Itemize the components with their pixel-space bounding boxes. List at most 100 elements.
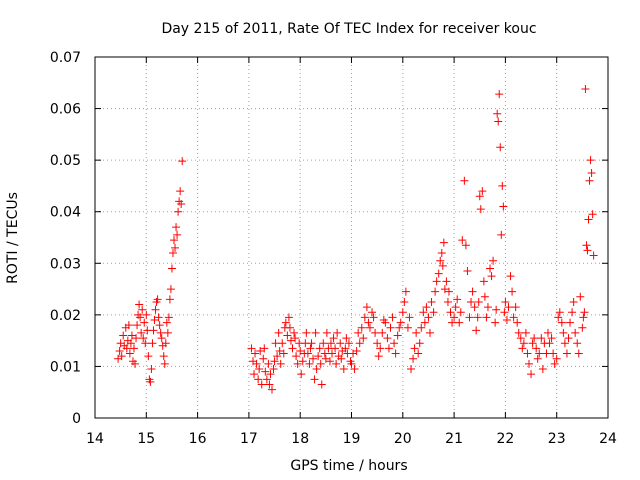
x-tick-label: 22	[496, 431, 514, 447]
data-point	[509, 313, 518, 322]
data-point	[266, 370, 275, 379]
data-point	[326, 339, 335, 348]
data-point	[571, 328, 580, 337]
data-point	[350, 365, 359, 374]
data-point	[306, 344, 315, 353]
data-point	[504, 303, 513, 312]
data-point	[302, 328, 311, 337]
data-point	[530, 334, 539, 343]
data-point	[342, 334, 351, 343]
data-point	[506, 272, 515, 281]
data-point	[257, 380, 266, 389]
data-point	[508, 287, 517, 296]
data-point	[409, 354, 418, 363]
data-point	[250, 370, 259, 379]
data-point	[146, 377, 155, 386]
x-tick-label: 23	[548, 431, 566, 447]
y-tick-label: 0.02	[50, 308, 81, 324]
data-point	[328, 349, 337, 358]
data-point	[460, 176, 469, 185]
data-point	[273, 352, 282, 361]
data-point	[176, 187, 185, 196]
data-point	[285, 323, 294, 332]
data-point	[535, 349, 544, 358]
data-point	[545, 339, 554, 348]
data-point	[274, 328, 283, 337]
data-point	[256, 346, 265, 355]
data-point	[574, 349, 583, 358]
data-point	[173, 230, 182, 239]
data-point	[138, 305, 147, 314]
data-point	[516, 334, 525, 343]
data-point	[568, 308, 577, 317]
data-point	[585, 176, 594, 185]
data-point	[543, 328, 552, 337]
data-point	[262, 375, 271, 384]
data-point	[355, 339, 364, 348]
data-point	[337, 354, 346, 363]
data-point	[475, 192, 484, 201]
data-point	[494, 117, 503, 126]
data-point	[472, 326, 481, 335]
data-point	[303, 349, 312, 358]
data-point	[487, 272, 496, 281]
y-axis-title: ROTI / TECUs	[5, 192, 21, 284]
data-point	[398, 308, 407, 317]
data-point	[420, 318, 429, 327]
data-point	[518, 344, 527, 353]
data-point	[552, 354, 561, 363]
data-point	[401, 287, 410, 296]
data-point	[365, 323, 374, 332]
data-point	[117, 352, 126, 361]
data-point	[251, 349, 260, 358]
data-point	[270, 357, 279, 366]
data-point	[415, 339, 424, 348]
data-point	[527, 370, 536, 379]
data-point	[305, 359, 314, 368]
data-point	[164, 313, 173, 322]
x-tick-label: 17	[240, 431, 258, 447]
data-point	[360, 313, 369, 322]
data-point	[453, 295, 462, 304]
data-point	[157, 334, 166, 343]
data-point	[376, 344, 385, 353]
data-point	[467, 297, 476, 306]
data-point	[307, 339, 316, 348]
data-point	[127, 331, 136, 340]
data-points	[114, 84, 598, 394]
x-tick-label: 24	[599, 431, 617, 447]
data-point	[422, 303, 431, 312]
data-point	[156, 328, 165, 337]
data-point	[279, 349, 288, 358]
data-point	[283, 331, 292, 340]
data-point	[537, 334, 546, 343]
data-point	[148, 339, 157, 348]
data-point	[317, 380, 326, 389]
x-tick-label: 19	[343, 431, 361, 447]
data-point	[444, 287, 453, 296]
data-point	[446, 308, 455, 317]
data-point	[371, 328, 380, 337]
data-point	[329, 334, 338, 343]
data-point	[296, 346, 305, 355]
data-point	[391, 349, 400, 358]
data-point	[523, 349, 532, 358]
data-point	[434, 269, 443, 278]
data-point	[135, 300, 144, 309]
x-tick-label: 14	[86, 431, 104, 447]
data-point	[154, 313, 163, 322]
data-point	[267, 385, 276, 394]
data-point	[359, 334, 368, 343]
data-point	[514, 328, 523, 337]
data-point	[586, 156, 595, 165]
data-point	[315, 344, 324, 353]
axis-ticks	[94, 56, 609, 419]
data-point	[482, 313, 491, 322]
data-point	[562, 349, 571, 358]
data-point	[259, 354, 268, 363]
x-tick-label: 21	[445, 431, 463, 447]
data-point	[278, 339, 287, 348]
data-point	[410, 344, 419, 353]
data-point	[155, 321, 164, 330]
